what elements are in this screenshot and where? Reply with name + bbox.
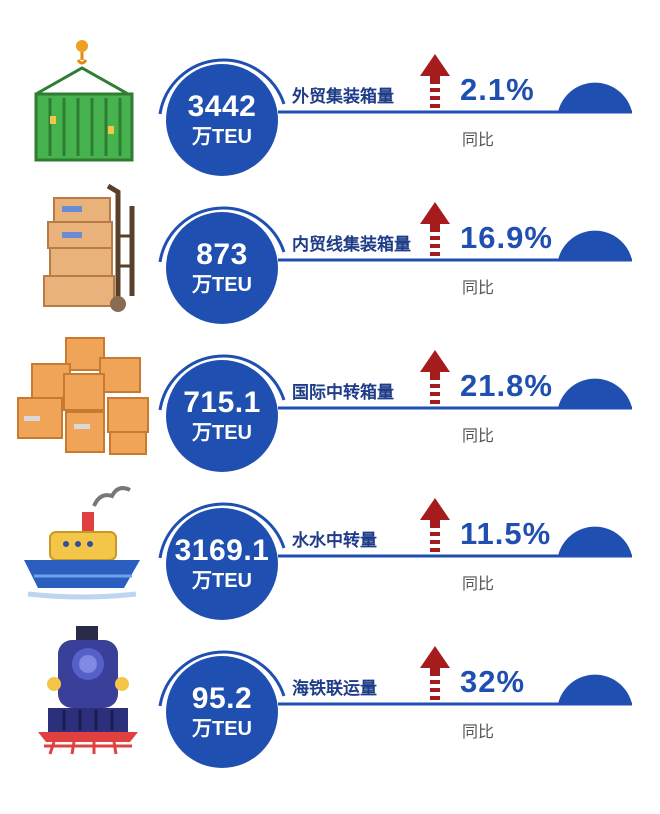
value: 873	[196, 238, 248, 271]
decor-line	[158, 202, 632, 263]
yoy-label: 同比	[462, 576, 495, 593]
change-percent: 2.1%	[460, 72, 535, 107]
up-arrow-icon	[420, 54, 450, 108]
train-icon	[38, 626, 138, 755]
up-arrow-icon	[420, 498, 450, 552]
up-arrow-icon	[420, 202, 450, 256]
change-percent: 16.9%	[460, 220, 553, 255]
change-percent: 32%	[460, 664, 526, 699]
decor-line	[158, 646, 632, 707]
ship-icon	[24, 486, 140, 600]
up-arrow-icon	[420, 350, 450, 404]
metric-label: 内贸线集装箱量	[292, 235, 411, 254]
up-arrow-icon	[420, 646, 450, 700]
value: 3169.1	[174, 534, 270, 567]
value-circle: 3442 万TEU	[166, 64, 278, 176]
metric-label: 水水中转量	[292, 531, 377, 550]
unit: 万TEU	[192, 274, 252, 296]
unit: 万TEU	[192, 422, 252, 444]
value: 715.1	[183, 386, 261, 419]
hand-truck-boxes-icon	[43, 183, 135, 312]
unit: 万TEU	[192, 126, 252, 148]
value-circle: 715.1 万TEU	[166, 360, 278, 472]
stat-row-foreign-trade: 3442 万TEU 外贸集装箱量 2.1% 同比	[0, 28, 660, 176]
stat-row-sea-rail: 95.2 万TEU 海铁联运量 32% 同比	[0, 620, 660, 768]
metric-label: 外贸集装箱量	[292, 87, 394, 106]
stat-row-intl-transshipment: 715.1 万TEU 国际中转箱量 21.8% 同比	[0, 324, 660, 472]
value: 95.2	[191, 682, 253, 715]
unit: 万TEU	[192, 718, 252, 740]
container-crane-icon	[34, 40, 134, 162]
value-circle: 873 万TEU	[166, 212, 278, 324]
decor-line	[158, 498, 632, 559]
value: 3442	[187, 90, 257, 123]
yoy-label: 同比	[462, 280, 495, 297]
value-circle: 3169.1 万TEU	[166, 508, 278, 620]
unit: 万TEU	[192, 570, 252, 592]
value-circle: 95.2 万TEU	[166, 656, 278, 768]
decor-line	[158, 350, 632, 411]
change-percent: 11.5%	[460, 516, 552, 551]
change-percent: 21.8%	[460, 368, 553, 403]
decor-line	[158, 54, 632, 115]
yoy-label: 同比	[462, 724, 495, 741]
yoy-label: 同比	[462, 428, 495, 445]
stacked-boxes-icon	[17, 337, 149, 455]
metric-label: 海铁联运量	[292, 679, 377, 698]
stat-row-domestic-trade: 873 万TEU 内贸线集装箱量 16.9% 同比	[0, 176, 660, 324]
yoy-label: 同比	[462, 132, 495, 149]
stat-row-water-transshipment: 3169.1 万TEU 水水中转量 11.5% 同比	[0, 472, 660, 620]
metric-label: 国际中转箱量	[292, 383, 394, 402]
